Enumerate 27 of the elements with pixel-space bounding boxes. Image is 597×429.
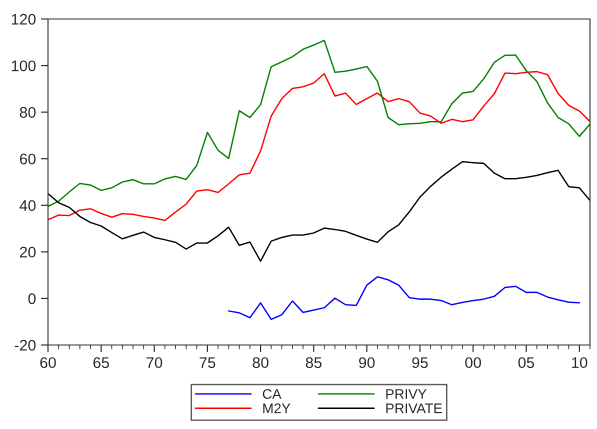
legend-label: M2Y <box>263 403 290 414</box>
x-tick-label: 75 <box>200 357 216 368</box>
x-tick-label: 65 <box>93 357 109 368</box>
line-series <box>48 161 590 262</box>
x-tick-label: 70 <box>146 357 162 368</box>
x-tick-label: 80 <box>252 357 268 368</box>
legend-label: PRIVY <box>386 389 427 399</box>
x-tick-label: 00 <box>465 357 481 368</box>
y-tick-label: 20 <box>20 246 36 258</box>
y-tick-label: -20 <box>14 340 36 351</box>
x-tick-label: 85 <box>306 357 322 368</box>
x-tick-label: 05 <box>518 357 534 368</box>
x-tick-label: 95 <box>412 357 428 368</box>
legend-label: CA <box>262 389 282 399</box>
x-tick-label: 10 <box>572 357 588 368</box>
y-tick-label: 60 <box>20 154 36 164</box>
y-tick-label: 100 <box>12 60 36 72</box>
legend-label: PRIVATE <box>386 404 442 414</box>
line-series <box>228 276 580 320</box>
y-tick-label: 120 <box>12 14 36 25</box>
y-tick-label: 80 <box>20 107 36 118</box>
line-series <box>48 40 590 208</box>
line-series <box>48 70 590 222</box>
y-tick-label: 40 <box>20 200 36 211</box>
x-tick-label: 60 <box>40 357 56 368</box>
x-tick-label: 90 <box>359 357 375 368</box>
y-tick-label: 0 <box>28 293 36 304</box>
